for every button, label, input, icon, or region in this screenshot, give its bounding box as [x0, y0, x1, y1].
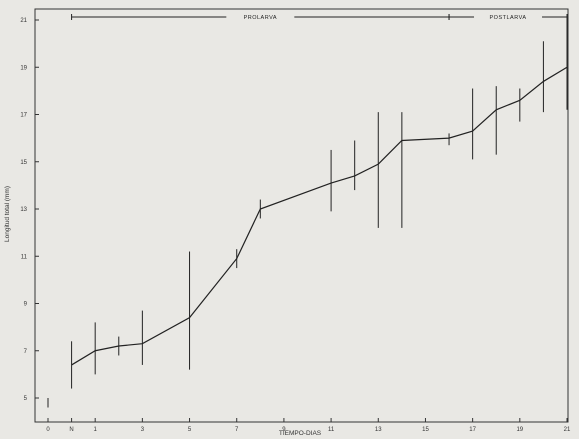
y-tick-label: 17	[20, 113, 27, 119]
plot-frame	[34, 8, 569, 423]
x-tick-label: 21	[564, 427, 571, 433]
x-tick-label: 7	[235, 427, 239, 433]
series-line-layer	[71, 66, 568, 366]
x-tick-label: 13	[375, 427, 382, 433]
y-tick-label: 11	[21, 254, 28, 260]
x-tick-label: 5	[188, 427, 192, 433]
x-tick-label: 1	[94, 427, 98, 433]
x-tick-label: 9	[282, 427, 286, 433]
x-tick-label: 19	[516, 427, 523, 433]
y-tick-label: 7	[24, 349, 28, 355]
x-tick-label: 15	[422, 427, 429, 433]
series-line	[71, 66, 568, 366]
y-tick-label: 5	[24, 396, 28, 402]
error-bars	[47, 20, 568, 408]
stage-label: POSTLARVA	[490, 15, 527, 21]
y-axis-ticks: 5 7 9 11 13 15 17 19 21	[20, 18, 39, 402]
stage-brackets: PROLARVA POSTLARVA	[71, 14, 568, 21]
y-tick-label: 9	[24, 302, 28, 308]
y-tick-label: 13	[20, 207, 27, 213]
stage-label: PROLARVA	[244, 15, 277, 21]
x-axis-title: TIEMPO-DIAS	[279, 430, 322, 437]
y-tick-label: 15	[20, 160, 27, 166]
x-tick-label: N	[69, 427, 73, 433]
y-axis-title: Longitud total (mm)	[4, 186, 11, 242]
x-tick-label: 17	[469, 427, 476, 433]
y-tick-label: 19	[20, 65, 27, 71]
x-tick-label: 0	[46, 427, 50, 433]
x-axis-ticks: 0 N 1 3 5 7 9 11 13 15 17 19 21	[46, 418, 571, 433]
x-tick-label: 11	[328, 427, 335, 433]
y-tick-label: 21	[20, 18, 27, 24]
x-tick-label: 3	[141, 427, 145, 433]
